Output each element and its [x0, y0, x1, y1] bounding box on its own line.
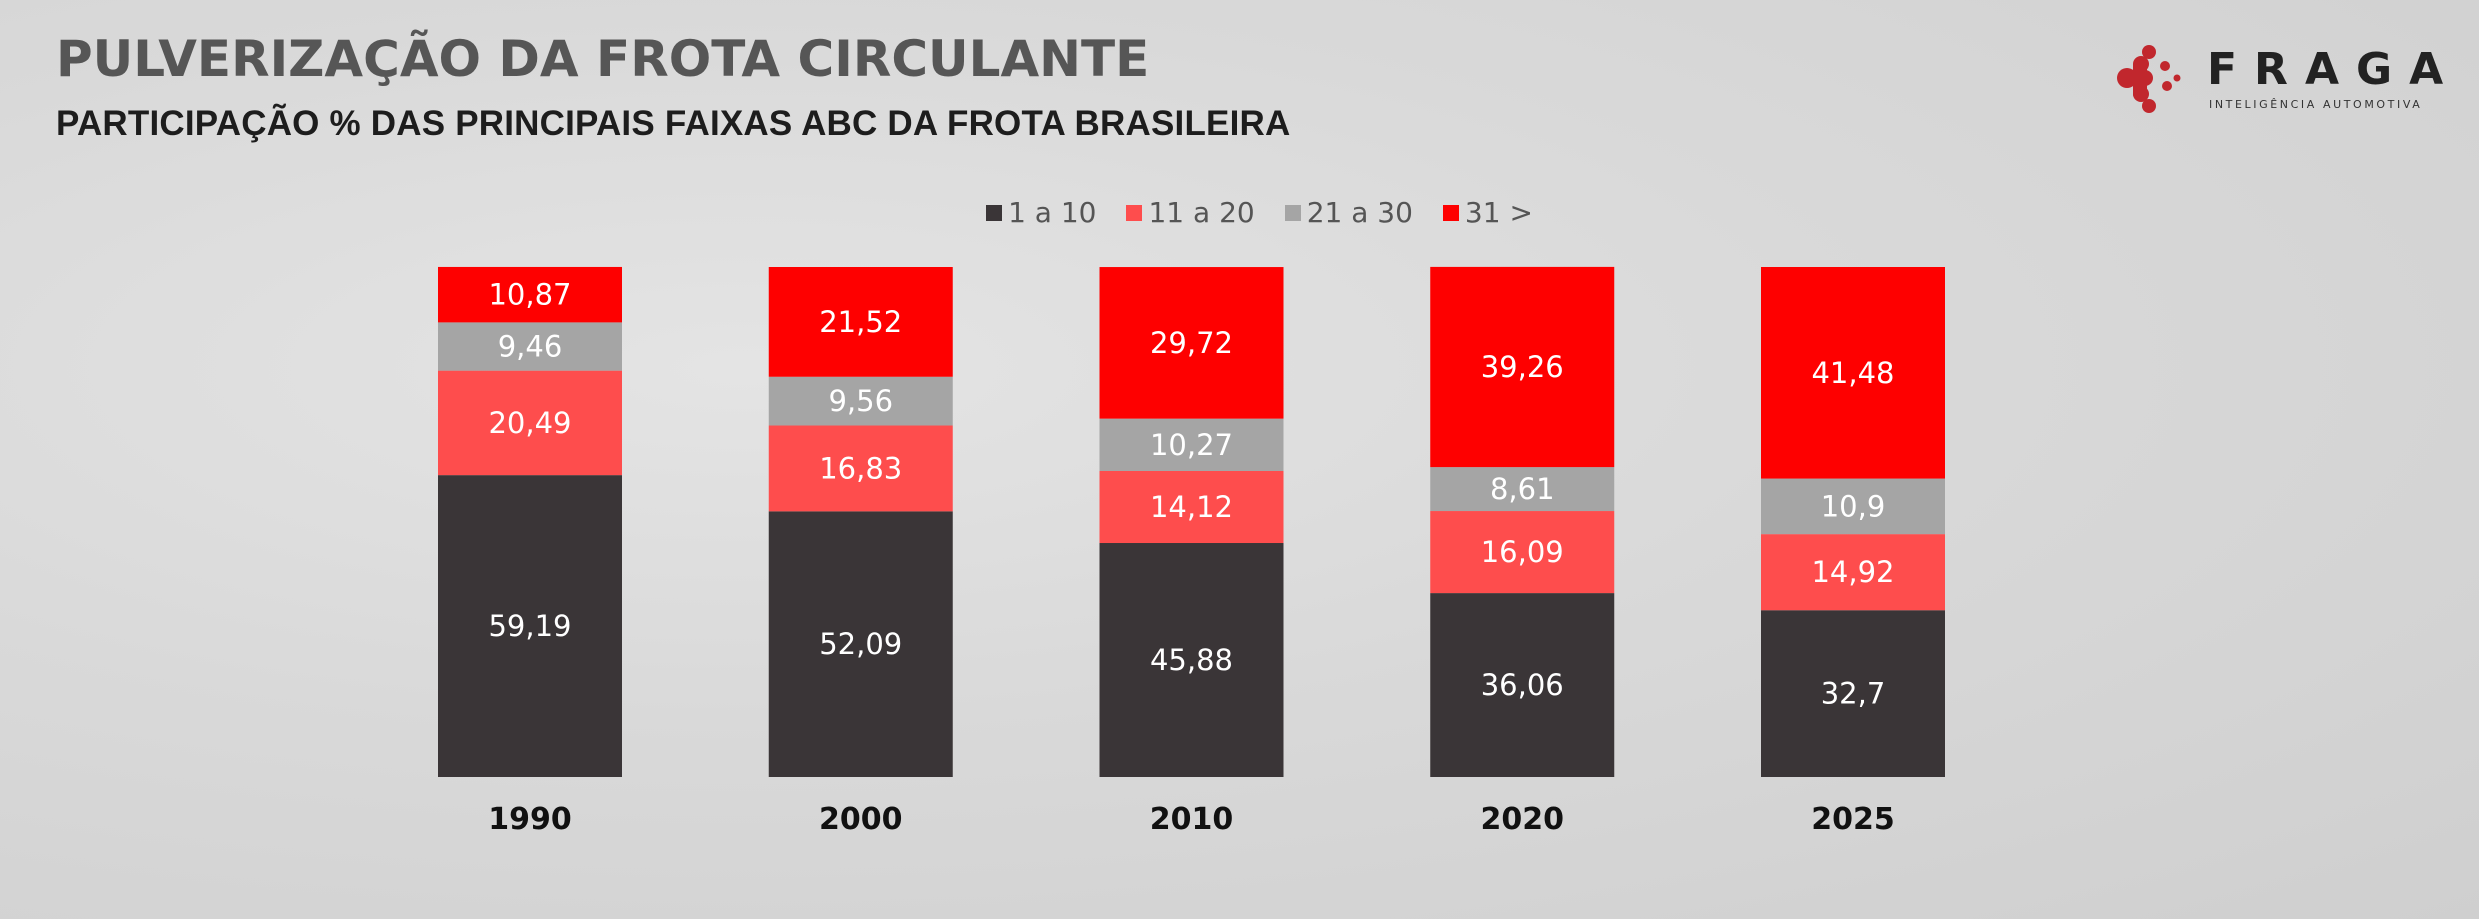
data-label: 9,56: [828, 384, 893, 418]
data-label: 36,06: [1481, 668, 1564, 702]
bar-segment: [1099, 418, 1284, 471]
data-label: 45,88: [1150, 643, 1233, 677]
bar-group-1990: 59,19 20,49 9,46 10,87 1990: [438, 266, 622, 837]
legend-swatch: [1126, 204, 1143, 221]
chart-title: PULVERIZAÇÃO DA FROTA CIRCULANTE: [56, 30, 1150, 88]
legend-label: 1 a 10: [1008, 196, 1097, 229]
data-label: 10,27: [1150, 428, 1233, 462]
logo-wordmark: FRAGA: [2207, 44, 2461, 95]
legend-item-31-plus: 31 >: [1442, 196, 1533, 229]
legend-label: 21 a 30: [1306, 196, 1413, 229]
x-tick-label: 2020: [1481, 802, 1565, 837]
data-label: 8,61: [1490, 472, 1555, 506]
bar-segment: [1099, 267, 1284, 419]
x-tick-label: 2010: [1150, 802, 1234, 837]
bar-segment: [1430, 593, 1615, 777]
data-label: 9,46: [498, 330, 563, 364]
bar-segment: [1430, 467, 1615, 512]
x-tick-label: 2025: [1811, 802, 1895, 837]
data-label: 41,48: [1811, 356, 1894, 390]
data-label: 21,52: [819, 305, 902, 339]
bar-segment: [768, 376, 953, 426]
data-label: 32,7: [1821, 677, 1886, 711]
bar-segment: [1761, 267, 1945, 479]
data-label: 20,49: [488, 406, 571, 440]
chart-subtitle: PARTICIPAÇÃO % DAS PRINCIPAIS FAIXAS ABC…: [56, 104, 1291, 143]
data-label: 16,83: [819, 451, 902, 485]
legend-item-1-a-10: 1 a 10: [986, 196, 1096, 229]
bar-group-2025: 32,7 14,92 10,9 41,48 2025: [1761, 267, 1945, 837]
fraga-logo: FRAGA INTELIGÊNCIA AUTOMOTIVA: [2115, 40, 2455, 120]
bar-group-2000: 52,09 16,83 9,56 21,52 2000: [768, 267, 953, 837]
data-label: 29,72: [1150, 326, 1233, 360]
bar-segment: [1099, 543, 1284, 777]
data-label: 59,19: [488, 609, 571, 643]
bar-segment: [1761, 478, 1945, 535]
red-dots-molecule-icon: [2117, 45, 2181, 113]
x-tick-label: 2000: [819, 802, 903, 837]
legend-item-21-a-30: 21 a 30: [1284, 196, 1413, 229]
legend-swatch: [1442, 204, 1459, 221]
chart-legend: 1 a 10 11 a 20 21 a 30 31 >: [0, 196, 2479, 229]
bar-segment: [768, 425, 953, 512]
bar-segment: [1761, 610, 1945, 777]
legend-label: 31 >: [1464, 196, 1533, 229]
bar-group-2020: 36,06 16,09 8,61 39,26 2020: [1430, 266, 1615, 837]
logo-tagline: INTELIGÊNCIA AUTOMOTIVA: [2209, 98, 2423, 111]
legend-swatch: [1284, 204, 1301, 221]
data-label: 39,26: [1481, 350, 1564, 384]
bar-group-2010: 45,88 14,12 10,27 29,72 2010: [1099, 267, 1284, 837]
legend-item-11-a-20: 11 a 20: [1126, 196, 1255, 229]
data-label: 10,9: [1821, 489, 1886, 523]
data-label: 14,92: [1811, 555, 1894, 589]
bar-segment: [768, 511, 953, 777]
bar-segment: [1430, 266, 1615, 468]
bar-segment: [438, 370, 622, 476]
legend-swatch: [986, 204, 1003, 221]
bar-segment: [1099, 471, 1284, 544]
legend-label: 11 a 20: [1148, 196, 1255, 229]
bar-segment: [1761, 534, 1945, 611]
bar-segment: [1430, 511, 1615, 594]
x-tick-label: 1990: [488, 802, 572, 837]
bar-segment: [438, 475, 622, 777]
bar-segment: [768, 267, 953, 377]
data-label: 14,12: [1150, 490, 1233, 524]
data-label: 10,87: [488, 278, 571, 312]
data-label: 52,09: [819, 627, 902, 661]
bar-segment: [438, 266, 622, 323]
bar-segment: [438, 322, 622, 371]
data-label: 16,09: [1481, 535, 1564, 569]
